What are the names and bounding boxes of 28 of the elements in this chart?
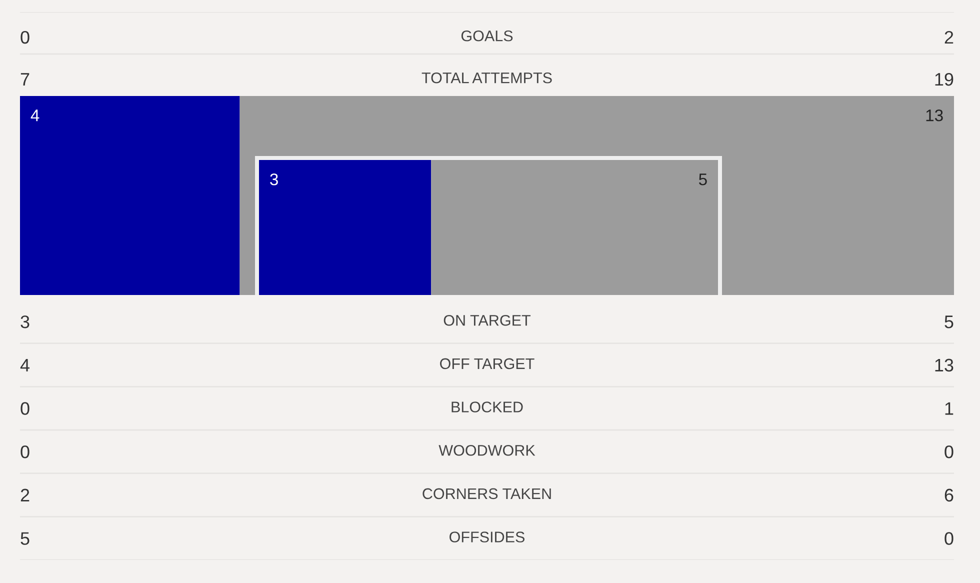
data-label: 0 xyxy=(20,402,30,415)
category-label: TOTAL ATTEMPTS xyxy=(422,72,552,84)
category-label: CORNERS TAKEN xyxy=(422,488,551,500)
data-label: 5 xyxy=(20,532,30,545)
data-label: 13 xyxy=(926,110,943,122)
data-label: 3 xyxy=(20,315,30,328)
data-label: 4 xyxy=(30,110,40,122)
data-label: 7 xyxy=(20,73,30,86)
data-label: 2 xyxy=(20,488,30,502)
category-label: GOALS xyxy=(461,30,513,42)
data-label: 0 xyxy=(20,445,30,458)
category-label: OFFSIDES xyxy=(450,532,524,542)
category-label: OFF TARGET xyxy=(440,358,534,370)
data-label: 4 xyxy=(20,358,30,372)
category-label: WOODWORK xyxy=(438,444,536,456)
category-label: ON TARGET xyxy=(444,314,531,326)
data-label: 5 xyxy=(944,316,954,328)
data-label: 13 xyxy=(935,358,954,372)
category-label: BLOCKED xyxy=(452,402,523,412)
data-label: 0 xyxy=(20,30,30,44)
data-label: 0 xyxy=(944,445,954,458)
data-label: 5 xyxy=(698,174,707,186)
data-label: 3 xyxy=(270,174,278,186)
data-label: 6 xyxy=(944,488,954,502)
data-label: 0 xyxy=(944,532,954,545)
data-label: 1 xyxy=(945,402,954,415)
data-label: 2 xyxy=(944,30,954,44)
data-label: 19 xyxy=(935,72,954,86)
